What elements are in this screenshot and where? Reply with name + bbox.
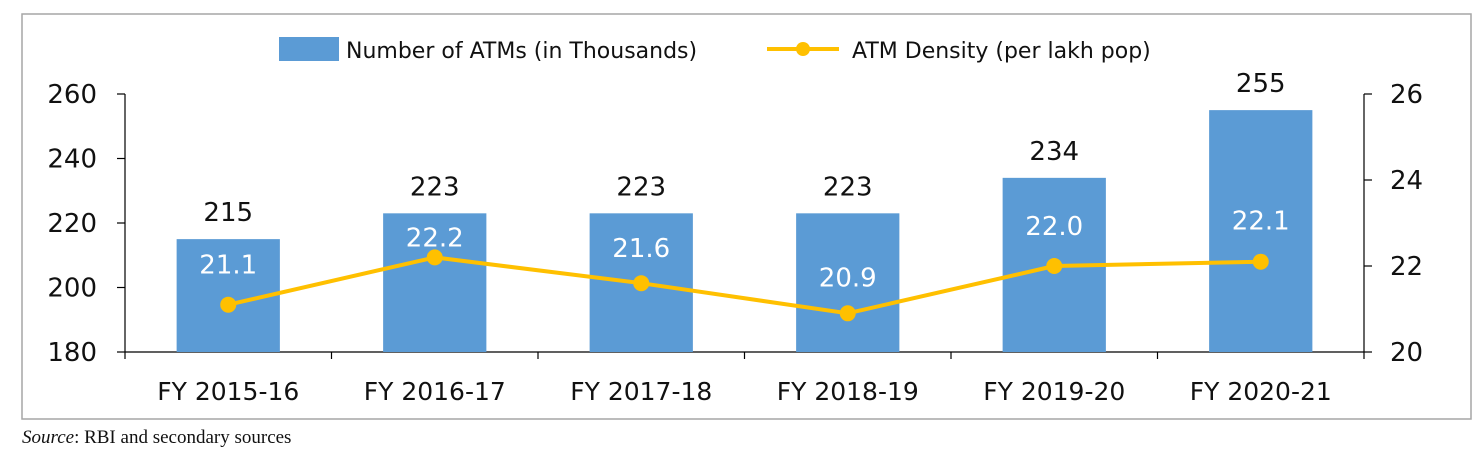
y-left-tick-label: 220 xyxy=(47,209,97,239)
legend-marker-density xyxy=(796,42,810,56)
density-value-label: 21.6 xyxy=(612,234,670,264)
x-tick-label: FY 2020-21 xyxy=(1190,377,1332,406)
bar-value-label: 255 xyxy=(1236,69,1286,99)
bar-value-label: 234 xyxy=(1029,137,1079,167)
density-line xyxy=(227,255,1261,316)
bar-value-label: 223 xyxy=(823,172,873,202)
source-note: Source: RBI and secondary sources xyxy=(22,427,291,449)
line-series xyxy=(220,249,1269,322)
legend: Number of ATMs (in Thousands) ATM Densit… xyxy=(279,37,1151,64)
axes: 180 200 220 240 260 20 22 24 26 FY 2015-16 FY 2016… xyxy=(47,80,1423,406)
y-left-tick-label: 180 xyxy=(47,338,97,368)
density-value-label: 20.9 xyxy=(819,263,877,293)
x-tick-label: FY 2016-17 xyxy=(364,377,506,406)
bar-value-label: 223 xyxy=(410,172,460,202)
y-left-tick-label: 260 xyxy=(47,80,97,110)
density-marker xyxy=(1252,253,1269,270)
data-labels: 215 223 223 223 234 255 21.1 22.2 21.6 20.9 22.0 22… xyxy=(199,69,1289,293)
density-value-label: 22.0 xyxy=(1025,212,1083,242)
bar xyxy=(1209,110,1313,352)
density-marker xyxy=(1046,258,1063,274)
density-marker xyxy=(220,296,237,313)
y-left-tick-label: 200 xyxy=(47,274,97,304)
density-marker xyxy=(633,275,650,292)
density-marker xyxy=(839,305,856,322)
legend-label-atms: Number of ATMs (in Thousands) xyxy=(346,39,697,64)
y-right-tick-label: 22 xyxy=(1390,252,1423,282)
density-value-label: 22.2 xyxy=(406,223,464,253)
bar-value-label: 215 xyxy=(203,198,253,228)
y-right-tick-label: 26 xyxy=(1390,80,1423,110)
y-right-tick-label: 20 xyxy=(1390,338,1423,368)
x-tick-label: FY 2019-20 xyxy=(983,377,1125,406)
combo-chart: Number of ATMs (in Thousands) ATM Densit… xyxy=(21,13,1472,420)
bar xyxy=(383,213,487,352)
legend-label-density: ATM Density (per lakh pop) xyxy=(852,39,1151,64)
bar-value-label: 223 xyxy=(616,172,666,202)
source-text: : RBI and secondary sources xyxy=(74,427,292,448)
density-value-label: 22.1 xyxy=(1232,207,1290,237)
x-tick-label: FY 2018-19 xyxy=(777,377,919,406)
source-prefix: Source xyxy=(22,427,75,448)
density-value-label: 21.1 xyxy=(199,251,257,281)
bar xyxy=(796,213,900,352)
y-right-tick-label: 24 xyxy=(1390,166,1423,196)
x-tick-label: FY 2015-16 xyxy=(157,377,299,406)
density-marker xyxy=(426,249,443,266)
legend-swatch-atms xyxy=(279,37,339,61)
x-tick-label: FY 2017-18 xyxy=(570,377,712,406)
y-left-tick-label: 240 xyxy=(47,145,97,175)
